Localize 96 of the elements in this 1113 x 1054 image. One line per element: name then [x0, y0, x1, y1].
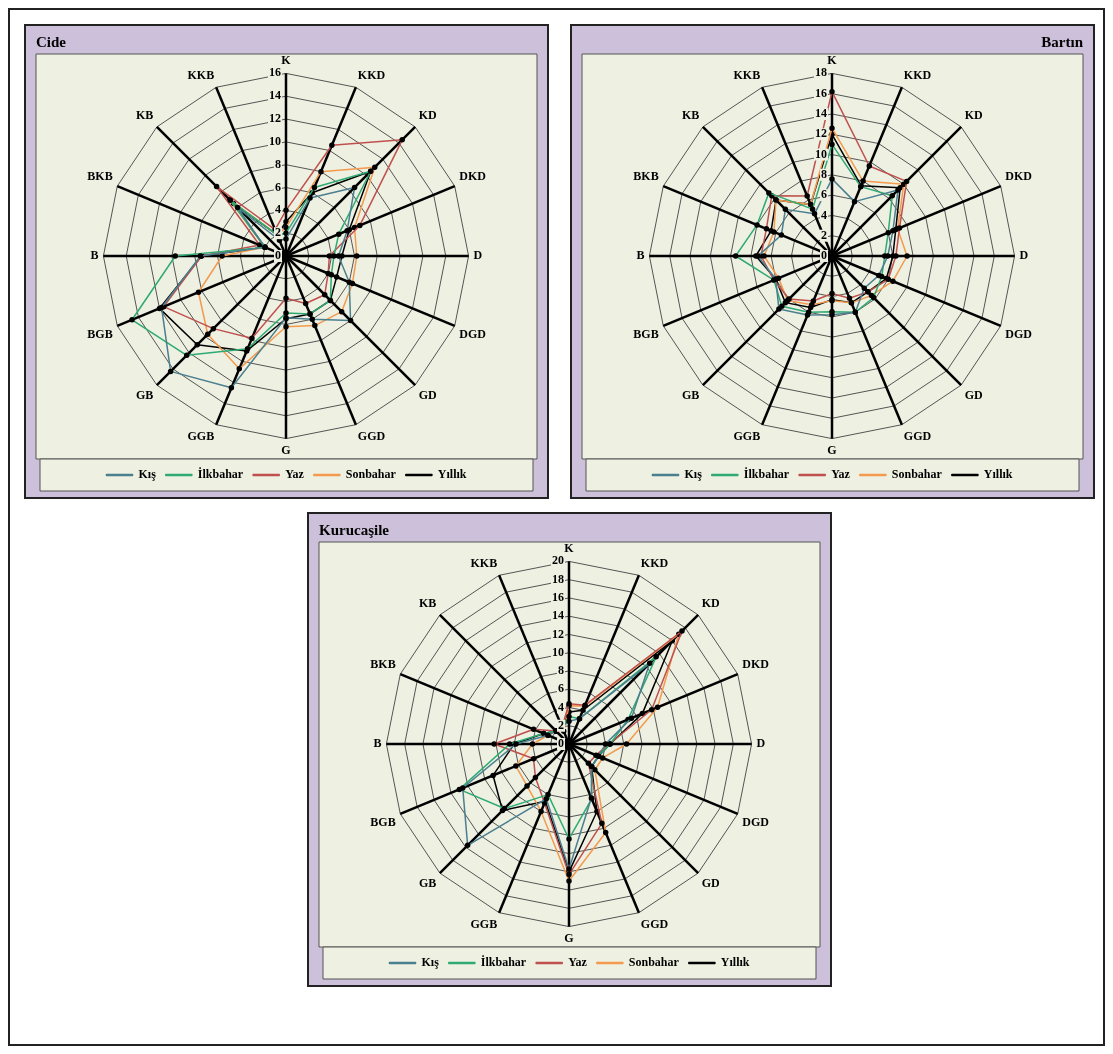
y-tick-label: 14 [552, 608, 564, 623]
spoke-label: KD [964, 108, 983, 123]
spoke-label: DGD [1005, 327, 1033, 342]
spoke-label: GB [136, 387, 154, 402]
y-tick-label: 18 [815, 65, 827, 80]
y-tick-label: 14 [815, 106, 827, 121]
spoke-label: DGD [742, 815, 770, 830]
spoke-label: KKB [733, 67, 761, 82]
spoke-label: B [90, 248, 99, 263]
spoke-label: KB [136, 108, 154, 123]
spoke-label: BKB [633, 169, 659, 184]
legend-label: Sonbahar [628, 955, 680, 970]
spoke-label: GB [682, 387, 700, 402]
spoke-label: GGD [903, 428, 932, 443]
legend-label: Yaz [568, 955, 588, 970]
spoke-label: DKD [742, 657, 770, 672]
y-tick-label: 12 [552, 626, 564, 641]
y-tick-label: 12 [269, 111, 281, 126]
legend-label: Yaz [831, 467, 851, 482]
spoke-label: B [373, 736, 382, 751]
legend-label: İlkbahar [197, 467, 244, 482]
spoke-label: G [564, 930, 574, 945]
spoke-label: BGB [370, 815, 396, 830]
spoke-label: GGD [357, 428, 386, 443]
spoke-label: KKD [640, 555, 669, 570]
y-tick-label: 16 [269, 65, 281, 80]
chart-title: Cide [36, 33, 67, 50]
legend-label: Yıllık [720, 955, 750, 970]
y-tick-label: 10 [269, 133, 281, 148]
spoke-label: GD [964, 387, 983, 402]
spoke-label: DKD [1005, 169, 1033, 184]
y-tick-label: 0 [558, 736, 564, 751]
spoke-label: KB [682, 108, 700, 123]
spoke-label: D [473, 248, 483, 263]
spoke-label: GD [701, 875, 720, 890]
legend-label: Kış [138, 467, 157, 482]
y-tick-label: 4 [821, 207, 827, 222]
legend-label: Sonbahar [891, 467, 943, 482]
spoke-label: K [564, 541, 575, 556]
y-tick-label: 2 [275, 225, 281, 240]
chart-title: Kurucaşile [319, 521, 390, 538]
legend-label: İlkbahar [743, 467, 790, 482]
y-tick-label: 8 [821, 166, 827, 181]
y-tick-label: 6 [275, 179, 281, 194]
spoke-label: DKD [459, 169, 487, 184]
spoke-label: D [756, 736, 766, 751]
spoke-label: BKB [370, 657, 396, 672]
spoke-label: BKB [87, 169, 113, 184]
spoke-label: GGB [187, 428, 215, 443]
legend-label: Yaz [285, 467, 305, 482]
y-tick-label: 20 [552, 553, 564, 568]
y-tick-label: 4 [275, 202, 281, 217]
y-tick-label: 16 [552, 590, 564, 605]
y-tick-label: 8 [275, 156, 281, 171]
y-tick-label: 0 [821, 248, 827, 263]
chart-title: Bartın [1041, 33, 1084, 50]
y-tick-label: 16 [815, 85, 827, 100]
y-tick-label: 12 [815, 126, 827, 141]
spoke-label: D [1019, 248, 1029, 263]
legend-label: Kış [684, 467, 703, 482]
spoke-label: BGB [633, 327, 659, 342]
spoke-label: B [636, 248, 645, 263]
y-tick-label: 0 [275, 248, 281, 263]
y-tick-label: 2 [558, 717, 564, 732]
spoke-label: KKD [903, 67, 932, 82]
spoke-label: BGB [87, 327, 113, 342]
legend-label: Sonbahar [345, 467, 397, 482]
y-tick-label: 6 [821, 187, 827, 202]
spoke-label: GB [419, 875, 437, 890]
y-tick-label: 4 [558, 699, 564, 714]
spoke-label: DGD [459, 327, 487, 342]
legend-label: İlkbahar [480, 955, 527, 970]
y-tick-label: 18 [552, 571, 564, 586]
spoke-label: G [827, 442, 837, 457]
spoke-label: G [281, 442, 291, 457]
y-tick-label: 10 [815, 146, 827, 161]
spoke-label: KD [701, 596, 720, 611]
spoke-label: GGB [470, 916, 498, 931]
y-tick-label: 2 [821, 227, 827, 242]
spoke-label: GD [418, 387, 437, 402]
spoke-label: KKB [187, 67, 215, 82]
y-tick-label: 8 [558, 663, 564, 678]
y-tick-label: 14 [269, 88, 281, 103]
spoke-label: KD [418, 108, 437, 123]
legend-label: Yıllık [983, 467, 1013, 482]
spoke-label: GGD [640, 916, 669, 931]
spoke-label: GGB [733, 428, 761, 443]
spoke-label: KB [419, 596, 437, 611]
legend-label: Yıllık [437, 467, 467, 482]
y-tick-label: 10 [552, 644, 564, 659]
spoke-label: K [281, 53, 292, 68]
legend-label: Kış [421, 955, 440, 970]
spoke-label: K [827, 53, 838, 68]
spoke-label: KKB [470, 555, 498, 570]
y-tick-label: 6 [558, 681, 564, 696]
spoke-label: KKD [357, 67, 386, 82]
